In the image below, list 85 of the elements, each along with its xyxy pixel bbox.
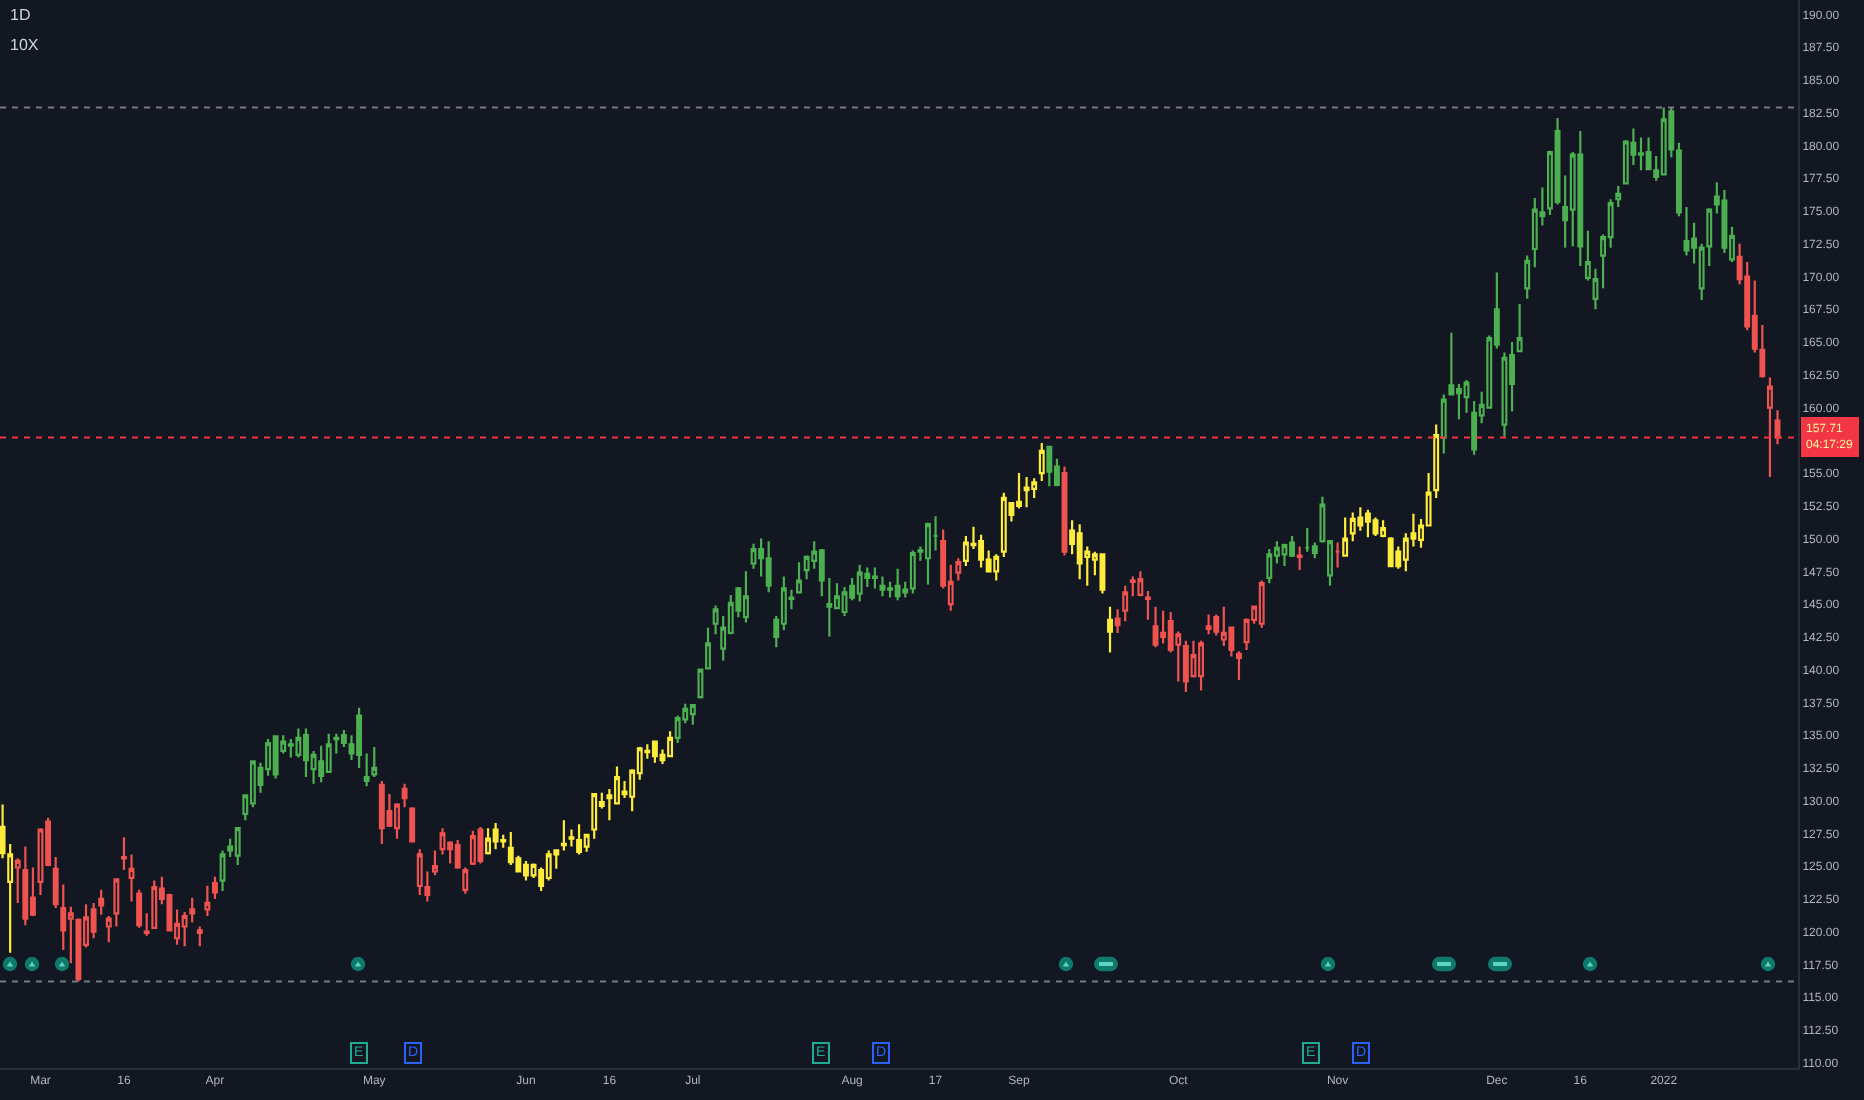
candlestick: [1334, 541, 1341, 569]
candlestick: [1380, 519, 1387, 539]
candlestick: [204, 884, 211, 918]
candlestick: [1342, 516, 1349, 557]
candlestick: [894, 567, 901, 602]
candlestick: [978, 533, 985, 569]
candlestick: [416, 848, 423, 897]
candlestick: [431, 849, 438, 877]
candlestick: [1099, 553, 1106, 595]
candlestick: [705, 626, 711, 670]
candlestick: [750, 542, 757, 570]
candlestick: [909, 549, 916, 595]
candlestick: [507, 831, 514, 866]
candlestick: [560, 819, 567, 852]
candlestick: [492, 821, 499, 851]
candlestick: [409, 806, 416, 844]
candlestick: [993, 553, 1000, 582]
candlestick: [1182, 639, 1189, 693]
candlestick: [1349, 511, 1356, 543]
candlestick: [1281, 542, 1288, 568]
candlestick: [401, 782, 408, 809]
candlestick: [962, 534, 969, 568]
candlestick: [378, 779, 385, 846]
candlestick: [523, 859, 529, 882]
candlestick: [1031, 477, 1038, 500]
candlestick: [1144, 589, 1151, 621]
candlestick: [196, 925, 203, 948]
candlestick: [765, 540, 772, 594]
candlestick: [1524, 254, 1531, 300]
candlestick: [1160, 609, 1167, 645]
candlestick: [1660, 106, 1667, 177]
candlestick: [363, 752, 370, 788]
candlestick: [1023, 475, 1030, 509]
candlestick: [651, 739, 658, 764]
candlestick: [1304, 527, 1311, 553]
candlestick: [1774, 409, 1781, 446]
candlestick: [1638, 136, 1644, 172]
candlestick: [689, 703, 696, 726]
candlestick: [1205, 613, 1212, 636]
candlestick: [477, 825, 484, 865]
candlestick: [1721, 188, 1728, 255]
candlestick: [1289, 534, 1296, 559]
candlestick: [1137, 570, 1144, 598]
candlestick: [1076, 523, 1083, 581]
candlestick: [1266, 547, 1273, 585]
candlestick: [576, 823, 583, 856]
candlestick: [879, 575, 886, 598]
candlestick: [568, 828, 575, 848]
candlestick: [1236, 650, 1242, 682]
candlestick: [697, 668, 704, 700]
candlestick: [1364, 508, 1371, 539]
candlestick: [1152, 605, 1159, 649]
candlestick: [1046, 445, 1053, 488]
candlestick: [1516, 302, 1523, 353]
candlestick: [469, 829, 476, 866]
candlestick: [1577, 129, 1584, 268]
candlestick: [485, 827, 491, 856]
candlestick: [1387, 536, 1394, 568]
candlestick: [22, 845, 29, 927]
candlestick: [1766, 376, 1773, 479]
candlestick: [841, 585, 848, 617]
candlestick: [1198, 639, 1204, 692]
candlestick: [1296, 545, 1303, 572]
candlestick: [287, 737, 294, 759]
candlestick: [1000, 491, 1007, 559]
candlestick: [439, 827, 446, 856]
candlestick: [667, 730, 674, 758]
text: 10X: [10, 36, 40, 54]
candlestick: [272, 734, 279, 780]
candlestick: [151, 879, 158, 929]
candlestick: [856, 563, 863, 603]
candlestick: [925, 521, 931, 586]
candlestick: [1107, 605, 1113, 654]
candlestick: [234, 827, 241, 866]
candlestick: [394, 802, 400, 840]
candlestick: [1038, 441, 1045, 483]
candlestick: [371, 745, 378, 779]
candlestick: [871, 566, 878, 590]
candlestick: [742, 570, 749, 624]
candlestick: [212, 875, 218, 901]
candlestick: [1258, 579, 1265, 629]
chart-title: 1D: [10, 6, 31, 24]
candlestick: [1129, 575, 1136, 598]
candlestick: [303, 727, 309, 779]
candlestick: [356, 706, 363, 770]
